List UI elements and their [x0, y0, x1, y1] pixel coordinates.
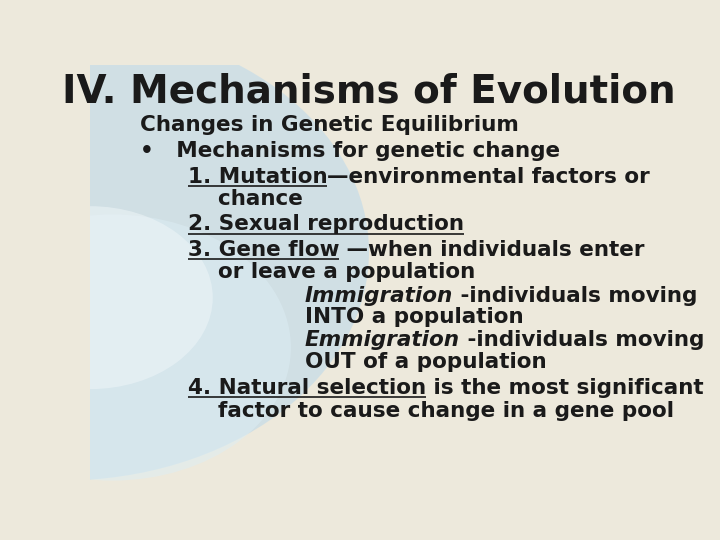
- Text: 1. Mutation: 1. Mutation: [188, 167, 328, 187]
- Text: •   Mechanisms for genetic change: • Mechanisms for genetic change: [140, 141, 560, 161]
- Text: OUT of a population: OUT of a population: [305, 352, 546, 372]
- Text: factor to cause change in a gene pool: factor to cause change in a gene pool: [188, 401, 674, 421]
- Text: is the most significant: is the most significant: [426, 379, 703, 399]
- Circle shape: [0, 206, 213, 389]
- Circle shape: [0, 23, 369, 481]
- Text: Immigration: Immigration: [305, 286, 453, 306]
- Circle shape: [0, 214, 291, 481]
- Text: —environmental factors or: —environmental factors or: [328, 167, 650, 187]
- Text: Changes in Genetic Equilibrium: Changes in Genetic Equilibrium: [140, 115, 519, 135]
- Text: 3. Gene flow: 3. Gene flow: [188, 240, 339, 260]
- Text: 4. Natural selection: 4. Natural selection: [188, 379, 426, 399]
- FancyBboxPatch shape: [90, 65, 648, 481]
- Text: chance: chance: [188, 188, 302, 208]
- Text: -individuals moving: -individuals moving: [460, 330, 704, 350]
- Text: INTO a population: INTO a population: [305, 307, 523, 327]
- Text: Emmigration: Emmigration: [305, 330, 460, 350]
- Text: or leave a population: or leave a population: [188, 262, 475, 282]
- Text: IV. Mechanisms of Evolution: IV. Mechanisms of Evolution: [62, 73, 676, 111]
- Text: 2. Sexual reproduction: 2. Sexual reproduction: [188, 214, 464, 234]
- Text: -individuals moving: -individuals moving: [453, 286, 698, 306]
- Text: —when individuals enter: —when individuals enter: [339, 240, 644, 260]
